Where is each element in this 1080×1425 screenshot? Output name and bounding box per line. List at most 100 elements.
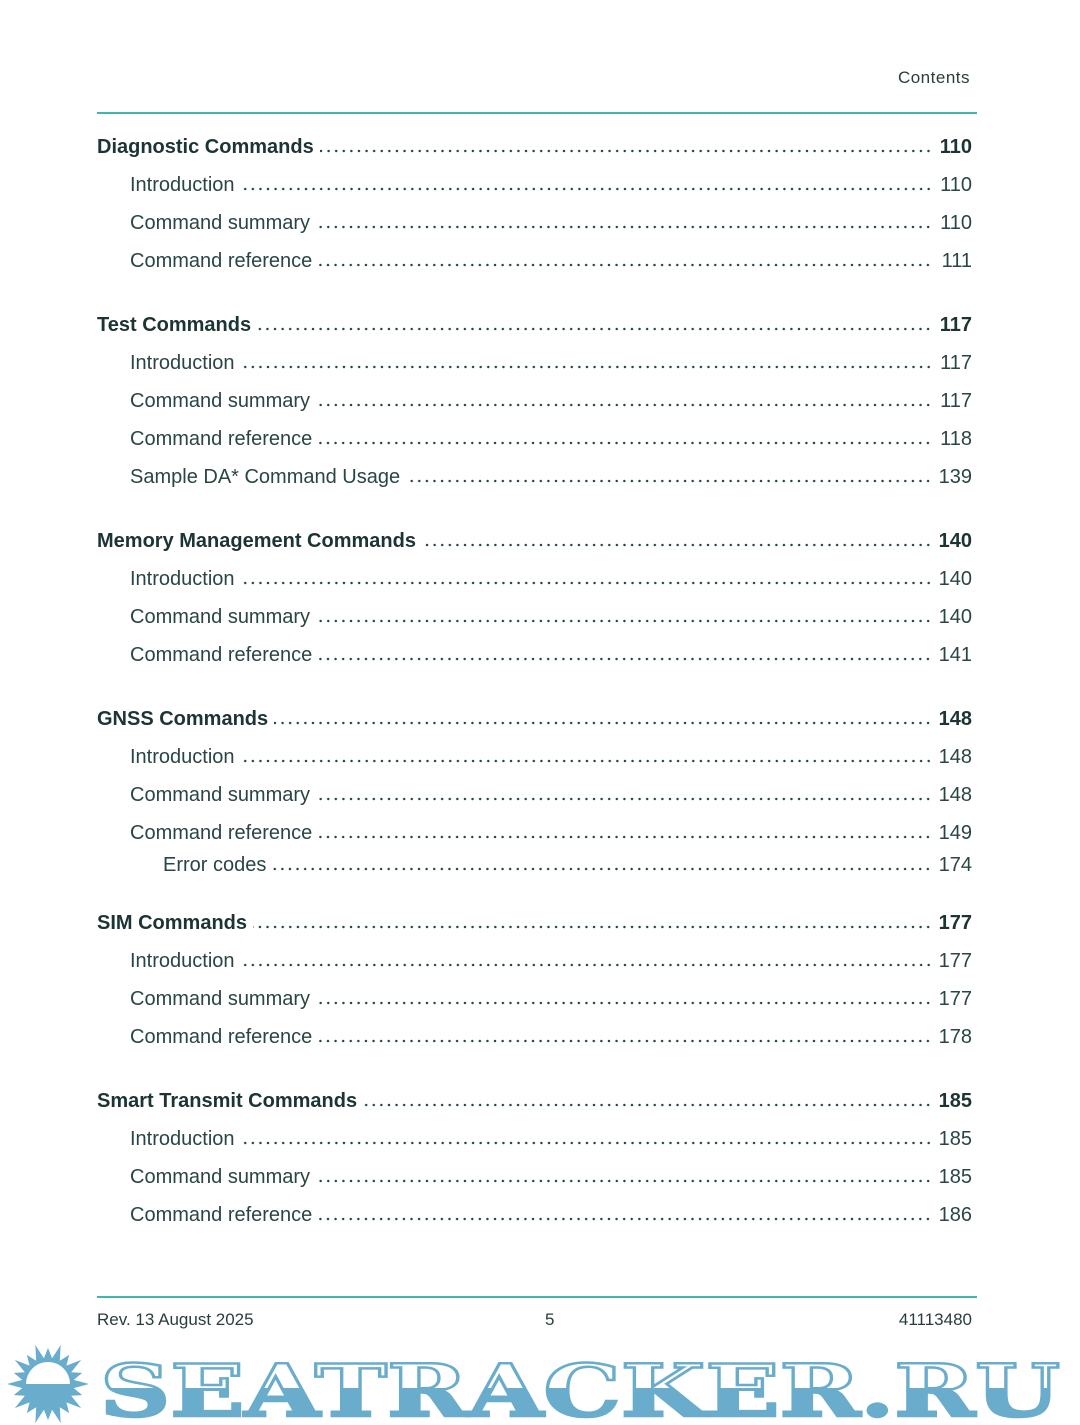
- toc-entry-title: Command reference: [130, 1026, 313, 1048]
- footer-rule: [97, 1296, 977, 1298]
- dot-leader: [318, 439, 932, 445]
- dot-leader: [240, 961, 932, 967]
- toc-entry-title: Diagnostic Commands: [97, 136, 314, 158]
- dot-leader: [253, 923, 932, 929]
- toc-subsection[interactable]: Command summary 148: [97, 784, 972, 822]
- toc-entry-title: SIM Commands: [97, 912, 248, 934]
- toc-section[interactable]: Memory Management Commands 140: [97, 530, 972, 568]
- toc-subsection[interactable]: Command summary 140: [97, 606, 972, 644]
- toc-entry-page: 117: [939, 314, 972, 336]
- toc-entry-page: 185: [938, 1090, 972, 1112]
- dot-leader: [272, 865, 932, 871]
- toc-subsection[interactable]: Command summary 117: [97, 390, 972, 428]
- dot-leader: [257, 325, 932, 331]
- toc-entry-title: Command reference: [130, 822, 313, 844]
- toc-entry-title: Command summary: [130, 606, 311, 628]
- dot-leader: [363, 1101, 932, 1107]
- toc-entry-page: 148: [938, 708, 972, 730]
- toc-entry-title: Command summary: [130, 784, 311, 806]
- toc-entry-page: 139: [938, 466, 972, 488]
- toc-entry-page: 148: [938, 784, 972, 806]
- toc-section[interactable]: GNSS Commands 148: [97, 708, 972, 746]
- toc-entry-page: 148: [938, 746, 972, 768]
- dot-leader: [316, 999, 932, 1005]
- toc-entry-title: Sample DA* Command Usage: [130, 466, 401, 488]
- toc-entry-title: Command reference: [130, 250, 313, 272]
- toc-entry-title: Smart Transmit Commands: [97, 1090, 358, 1112]
- toc-entry-title: Command reference: [130, 1204, 313, 1226]
- toc-subsection[interactable]: Command reference 178: [97, 1026, 972, 1064]
- toc-entry-page: 110: [940, 174, 972, 196]
- toc-entry-title: Introduction: [130, 174, 235, 196]
- dot-leader: [318, 655, 932, 661]
- toc-entry-page: 177: [938, 912, 972, 934]
- toc-subsection[interactable]: Introduction 185: [97, 1128, 972, 1166]
- toc-subsection[interactable]: Command reference 149: [97, 822, 972, 860]
- dot-leader: [318, 1037, 932, 1043]
- dot-leader: [318, 1215, 932, 1221]
- toc-subsection[interactable]: Introduction 110: [97, 174, 972, 212]
- toc-subsection[interactable]: Command summary 185: [97, 1166, 972, 1204]
- dot-leader: [240, 1139, 932, 1145]
- toc-subsection[interactable]: Sample DA* Command Usage 139: [97, 466, 972, 504]
- toc-subsection[interactable]: Command summary 177: [97, 988, 972, 1026]
- dot-leader: [316, 795, 932, 801]
- toc-entry-page: 185: [938, 1166, 972, 1188]
- dot-leader: [240, 185, 932, 191]
- dot-leader: [316, 401, 932, 407]
- toc-subsection[interactable]: Command reference 111: [97, 250, 972, 288]
- dot-leader: [406, 477, 932, 483]
- dot-leader: [316, 617, 932, 623]
- toc-subsection[interactable]: Introduction 117: [97, 352, 972, 390]
- dot-leader: [318, 833, 932, 839]
- toc-section[interactable]: Smart Transmit Commands 185: [97, 1090, 972, 1128]
- toc-subsubsection[interactable]: Error codes 174: [97, 854, 972, 886]
- dot-leader: [240, 579, 932, 585]
- dot-leader: [316, 223, 932, 229]
- running-header: Contents: [897, 68, 970, 87]
- toc-entry-page: 110: [940, 212, 972, 234]
- dot-leader: [316, 1177, 932, 1183]
- toc-entry-page: 140: [938, 568, 972, 590]
- dot-leader: [274, 719, 932, 725]
- toc-entry-title: Memory Management Commands: [97, 530, 416, 552]
- footer-doc-number: 41113480: [898, 1310, 972, 1329]
- toc-subsection[interactable]: Introduction 140: [97, 568, 972, 606]
- header-rule: [97, 112, 977, 114]
- dot-leader: [240, 363, 932, 369]
- toc-section[interactable]: Diagnostic Commands 110: [97, 136, 972, 174]
- toc-entry-title: Introduction: [130, 950, 235, 972]
- toc-entry-page: 141: [938, 644, 972, 666]
- toc-entry-page: 177: [938, 988, 972, 1010]
- toc-subsection[interactable]: Command reference 186: [97, 1204, 972, 1242]
- sun-icon: [7, 1345, 89, 1423]
- toc-subsection[interactable]: Command summary 110: [97, 212, 972, 250]
- toc-entry-page: 117: [940, 390, 972, 412]
- toc-entry-title: Test Commands: [97, 314, 252, 336]
- toc-entry-page: 185: [938, 1128, 972, 1150]
- toc-subsection[interactable]: Introduction 148: [97, 746, 972, 784]
- footer-revision: Rev. 13 August 2025: [97, 1310, 254, 1329]
- table-of-contents: Diagnostic Commands 110 Introduction 110 Com…: [97, 136, 972, 1242]
- toc-entry-page: 177: [938, 950, 972, 972]
- dot-leader: [421, 541, 932, 547]
- toc-entry-page: 140: [938, 530, 972, 552]
- dot-leader: [240, 757, 932, 763]
- toc-subsection[interactable]: Command reference 118: [97, 428, 972, 466]
- toc-entry-page: 178: [938, 1026, 972, 1048]
- toc-section[interactable]: SIM Commands 177: [97, 912, 972, 950]
- toc-subsection[interactable]: Command reference 141: [97, 644, 972, 682]
- toc-entry-title: Command summary: [130, 988, 311, 1010]
- watermark-text: SEATRACKER.RU: [100, 1348, 1060, 1425]
- toc-section[interactable]: Test Commands 117: [97, 314, 972, 352]
- dot-leader: [319, 147, 932, 153]
- toc-entry-page: 149: [938, 822, 972, 844]
- dot-leader: [318, 261, 932, 267]
- toc-entry-page: 110: [939, 136, 972, 158]
- toc-subsection[interactable]: Introduction 177: [97, 950, 972, 988]
- toc-entry-page: 111: [941, 250, 972, 272]
- toc-entry-title: Introduction: [130, 746, 235, 768]
- toc-entry-title: Command reference: [130, 428, 313, 450]
- watermark-logo: SEATRACKER.RU: [7, 1345, 1061, 1425]
- footer-page-number: 5: [545, 1310, 555, 1329]
